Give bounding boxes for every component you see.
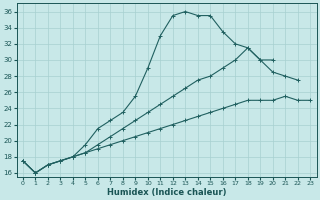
- X-axis label: Humidex (Indice chaleur): Humidex (Indice chaleur): [107, 188, 226, 197]
